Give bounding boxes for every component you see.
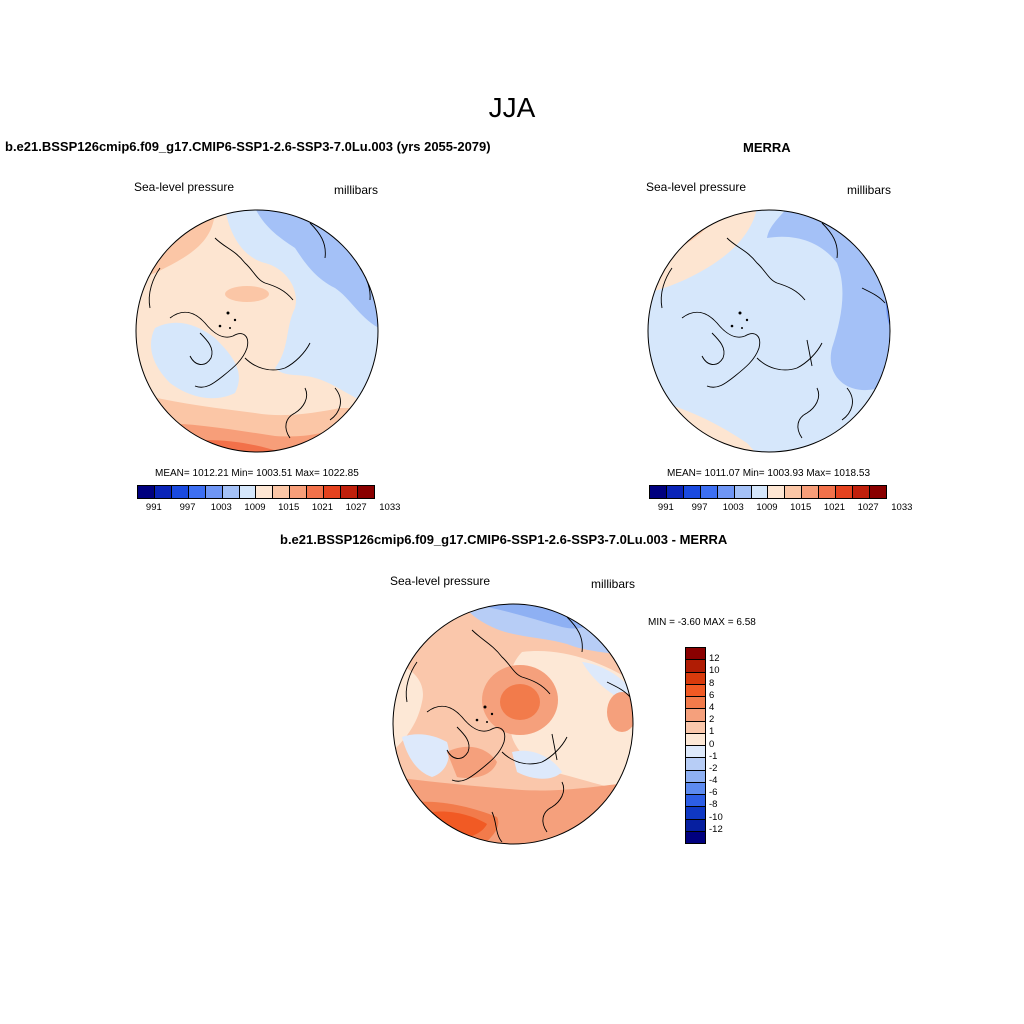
colorbar-tick-label: -12 — [709, 823, 723, 835]
colorbar-swatch — [686, 648, 705, 661]
colorbar-tick-label: 991 — [145, 502, 162, 513]
colorbar-tick-label: 6 — [709, 689, 715, 701]
right-colorbar — [649, 485, 887, 499]
colorbar-tick-label: 4 — [709, 701, 715, 713]
colorbar-swatch — [686, 721, 705, 734]
colorbar-tick-label: 1003 — [722, 502, 744, 513]
diff-panel-title: b.e21.BSSP126cmip6.f09_g17.CMIP6-SSP1-2.… — [280, 532, 728, 547]
colorbar-tick-label: 8 — [709, 677, 715, 689]
colorbar-swatch — [666, 486, 684, 498]
colorbar-swatch — [836, 486, 854, 498]
colorbar-swatch — [802, 486, 820, 498]
right-polar-map — [647, 209, 891, 453]
figure-title: JJA — [488, 92, 536, 123]
colorbar-swatch — [686, 733, 705, 746]
colorbar-swatch — [686, 807, 705, 820]
right-variable-label: Sea-level pressure — [646, 180, 747, 194]
colorbar-swatch — [734, 486, 752, 498]
colorbar-tick-label: 997 — [179, 502, 196, 513]
diff-polar-map — [392, 603, 634, 845]
colorbar-swatch — [205, 486, 223, 498]
colorbar-tick-label: 1027 — [857, 502, 879, 513]
colorbar-tick-label: -4 — [709, 775, 718, 787]
colorbar-swatch — [686, 758, 705, 771]
colorbar-swatch — [686, 831, 705, 843]
colorbar-swatch — [188, 486, 206, 498]
colorbar-tick-label: 1015 — [278, 502, 300, 513]
colorbar-swatch — [154, 486, 172, 498]
diff-stats: MIN = -3.60 MAX = 6.58 — [648, 617, 756, 628]
colorbar-swatch — [683, 486, 701, 498]
colorbar-swatch — [290, 486, 308, 498]
colorbar-swatch — [686, 746, 705, 759]
colorbar-tick-label: 1003 — [210, 502, 232, 513]
left-units-label: millibars — [334, 183, 379, 197]
colorbar-swatch — [768, 486, 786, 498]
diff-colorbar — [685, 647, 706, 844]
colorbar-tick-label: 1021 — [823, 502, 845, 513]
colorbar-swatch — [324, 486, 342, 498]
colorbar-swatch — [751, 486, 769, 498]
diff-variable-label: Sea-level pressure — [390, 574, 491, 588]
colorbar-tick-label: 10 — [709, 665, 720, 677]
colorbar-swatch — [138, 486, 155, 498]
left-panel-title: b.e21.BSSP126cmip6.f09_g17.CMIP6-SSP1-2.… — [5, 139, 491, 154]
colorbar-tick-label: 991 — [657, 502, 674, 513]
diff-colorbar-ticks: 12 10 8 6 4 2 1 0 -1 -2 -4 -6 -8 -10 -12 — [709, 647, 749, 842]
colorbar-tick-label: 997 — [691, 502, 708, 513]
colorbar-tick-label: 12 — [709, 653, 720, 665]
right-panel-title: MERRA — [743, 140, 791, 155]
right-colorbar-ticks: 991 997 1003 1009 1015 1021 1027 1033 — [649, 502, 913, 514]
colorbar-swatch — [307, 486, 325, 498]
colorbar-tick-label: 1009 — [756, 502, 778, 513]
left-variable-label: Sea-level pressure — [134, 180, 235, 194]
colorbar-swatch — [273, 486, 291, 498]
right-stats: MEAN= 1011.07 Min= 1003.93 Max= 1018.53 — [667, 468, 871, 479]
colorbar-swatch — [717, 486, 735, 498]
colorbar-tick-label: 1027 — [345, 502, 367, 513]
colorbar-swatch — [686, 697, 705, 710]
colorbar-tick-label: 2 — [709, 714, 715, 726]
colorbar-tick-label: -2 — [709, 762, 718, 774]
left-stats: MEAN= 1012.21 Min= 1003.51 Max= 1022.85 — [155, 468, 359, 479]
colorbar-swatch — [686, 770, 705, 783]
colorbar-swatch — [853, 486, 870, 498]
diff-units-label: millibars — [591, 577, 636, 591]
colorbar-swatch — [686, 782, 705, 795]
colorbar-tick-label: -8 — [709, 799, 718, 811]
colorbar-tick-label: 0 — [709, 738, 715, 750]
colorbar-swatch — [785, 486, 803, 498]
colorbar-swatch — [700, 486, 718, 498]
left-colorbar — [137, 485, 375, 499]
left-polar-map — [135, 209, 379, 453]
colorbar-swatch — [686, 672, 705, 685]
colorbar-swatch — [222, 486, 240, 498]
colorbar-swatch — [869, 486, 886, 498]
colorbar-tick-label: 1015 — [790, 502, 812, 513]
colorbar-swatch — [686, 684, 705, 697]
colorbar-tick-label: -10 — [709, 811, 723, 823]
colorbar-swatch — [686, 795, 705, 808]
right-units-label: millibars — [847, 183, 892, 197]
colorbar-tick-label: 1033 — [891, 502, 913, 513]
colorbar-swatch — [686, 660, 705, 673]
colorbar-swatch — [819, 486, 837, 498]
colorbar-tick-label: -6 — [709, 787, 718, 799]
colorbar-swatch — [239, 486, 257, 498]
left-colorbar-ticks: 991 997 1003 1009 1015 1021 1027 1033 — [137, 502, 401, 514]
colorbar-swatch — [650, 486, 667, 498]
colorbar-tick-label: 1021 — [311, 502, 333, 513]
colorbar-swatch — [341, 486, 358, 498]
colorbar-swatch — [686, 819, 705, 832]
colorbar-tick-label: 1009 — [244, 502, 266, 513]
colorbar-swatch — [171, 486, 189, 498]
colorbar-swatch — [686, 709, 705, 722]
colorbar-swatch — [357, 486, 374, 498]
colorbar-tick-label: -1 — [709, 750, 718, 762]
colorbar-tick-label: 1 — [709, 726, 715, 738]
colorbar-tick-label: 1033 — [379, 502, 401, 513]
colorbar-swatch — [256, 486, 274, 498]
